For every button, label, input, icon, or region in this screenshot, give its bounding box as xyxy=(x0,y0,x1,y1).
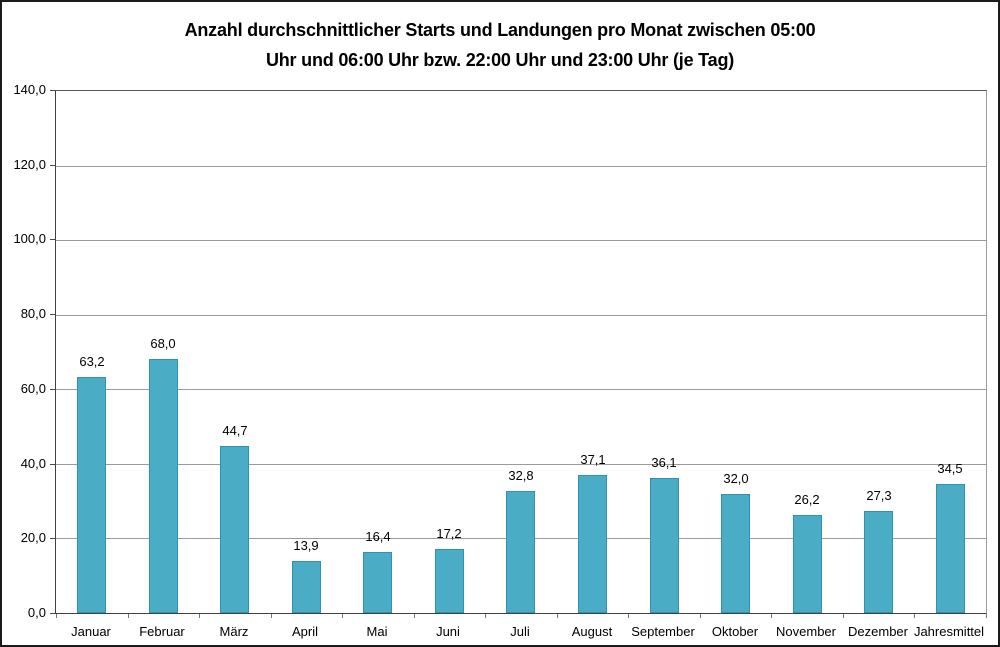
chart-title-line1: Anzahl durchschnittlicher Starts und Lan… xyxy=(184,20,816,40)
x-axis-category-label: August xyxy=(571,624,613,639)
x-axis-category-label: Dezember xyxy=(848,624,908,639)
x-axis-tick-mark xyxy=(771,614,772,618)
bar-value-label: 36,1 xyxy=(651,455,677,470)
bar-value-label: 63,2 xyxy=(79,354,105,369)
x-axis-tick-mark xyxy=(414,614,415,618)
bar-value-label: 44,7 xyxy=(222,423,248,438)
x-axis-tick-mark xyxy=(700,614,701,618)
bar-value-label: 26,2 xyxy=(794,492,820,507)
bar-april xyxy=(292,561,321,613)
bar-value-label: 27,3 xyxy=(866,488,892,503)
x-axis-tick-mark xyxy=(128,614,129,618)
x-axis-tick-mark xyxy=(56,614,57,618)
bar-value-label: 34,5 xyxy=(937,461,963,476)
bar-august xyxy=(578,475,607,613)
y-axis-tick-mark xyxy=(50,239,55,240)
y-axis-tick-label: 20,0 xyxy=(20,530,46,545)
y-axis-tick-mark xyxy=(50,314,55,315)
gridline-y-80 xyxy=(56,315,986,316)
bar-dezember xyxy=(864,511,893,613)
x-axis-category-label: Juni xyxy=(436,624,460,639)
x-axis-category-label: Februar xyxy=(139,624,185,639)
x-axis-tick-mark xyxy=(843,614,844,618)
bar-februar xyxy=(149,359,178,613)
bar-oktober xyxy=(721,494,750,613)
y-axis-tick-mark xyxy=(50,90,55,91)
y-axis-tick-mark xyxy=(50,389,55,390)
plot-area: 63,2 68,0 44,7 13,9 16,4 17,2 32,8 37,1 36,1 32,0… xyxy=(55,90,987,614)
y-axis-tick-label: 40,0 xyxy=(20,456,46,471)
x-axis-category-label: Juli xyxy=(510,624,530,639)
bar-value-label: 13,9 xyxy=(293,538,319,553)
bar-jahresmittel xyxy=(936,484,965,613)
x-axis-tick-mark xyxy=(199,614,200,618)
x-axis-tick-mark xyxy=(342,614,343,618)
y-axis-tick-label: 140,0 xyxy=(13,82,46,97)
y-axis-tick-label: 0,0 xyxy=(27,605,46,620)
x-axis-category-label: Oktober xyxy=(711,624,759,639)
x-axis-category-label: April xyxy=(291,624,318,639)
bar-november xyxy=(793,515,822,613)
chart-title-line2: Uhr und 06:00 Uhr bzw. 22:00 Uhr und 23:… xyxy=(265,50,735,70)
bar-value-label: 68,0 xyxy=(150,336,176,351)
y-axis-tick-label: 60,0 xyxy=(20,381,46,396)
x-axis-category-label: Januar xyxy=(71,624,111,639)
bar-juli xyxy=(506,491,535,613)
y-axis-tick-mark xyxy=(50,165,55,166)
chart-title: Anzahl durchschnittlicher Starts und Lan… xyxy=(2,15,998,75)
x-axis-tick-mark xyxy=(485,614,486,618)
x-axis-tick-mark xyxy=(914,614,915,618)
y-axis-tick-label: 80,0 xyxy=(20,306,46,321)
x-axis-category-label: September xyxy=(631,624,695,639)
y-axis-tick-label: 100,0 xyxy=(13,231,46,246)
x-axis-category-label: März xyxy=(219,624,249,639)
x-axis-tick-mark xyxy=(628,614,629,618)
bar-juni xyxy=(435,549,464,613)
x-axis-tick-mark xyxy=(557,614,558,618)
gridline-y-40 xyxy=(56,464,986,465)
gridline-y-60 xyxy=(56,389,986,390)
bar-value-label: 37,1 xyxy=(580,452,606,467)
bar-september xyxy=(650,478,679,613)
bar-value-label: 32,8 xyxy=(508,468,534,483)
x-axis-tick-mark xyxy=(271,614,272,618)
y-axis-tick-mark xyxy=(50,613,55,614)
bar-märz xyxy=(220,446,249,613)
bar-mai xyxy=(363,552,392,613)
bar-value-label: 16,4 xyxy=(365,529,391,544)
bar-value-label: 32,0 xyxy=(723,471,749,486)
x-axis-category-label: Mai xyxy=(366,624,388,639)
x-axis-category-label: Jahresmittel xyxy=(913,624,985,639)
bar-januar xyxy=(77,377,106,613)
gridline-y-100 xyxy=(56,240,986,241)
y-axis-tick-mark xyxy=(50,538,55,539)
x-axis-category-label: November xyxy=(776,624,836,639)
bar-value-label: 17,2 xyxy=(436,526,462,541)
y-axis-tick-mark xyxy=(50,464,55,465)
y-axis-tick-label: 120,0 xyxy=(13,157,46,172)
x-axis-tick-mark xyxy=(986,614,987,618)
gridline-y-120 xyxy=(56,166,986,167)
